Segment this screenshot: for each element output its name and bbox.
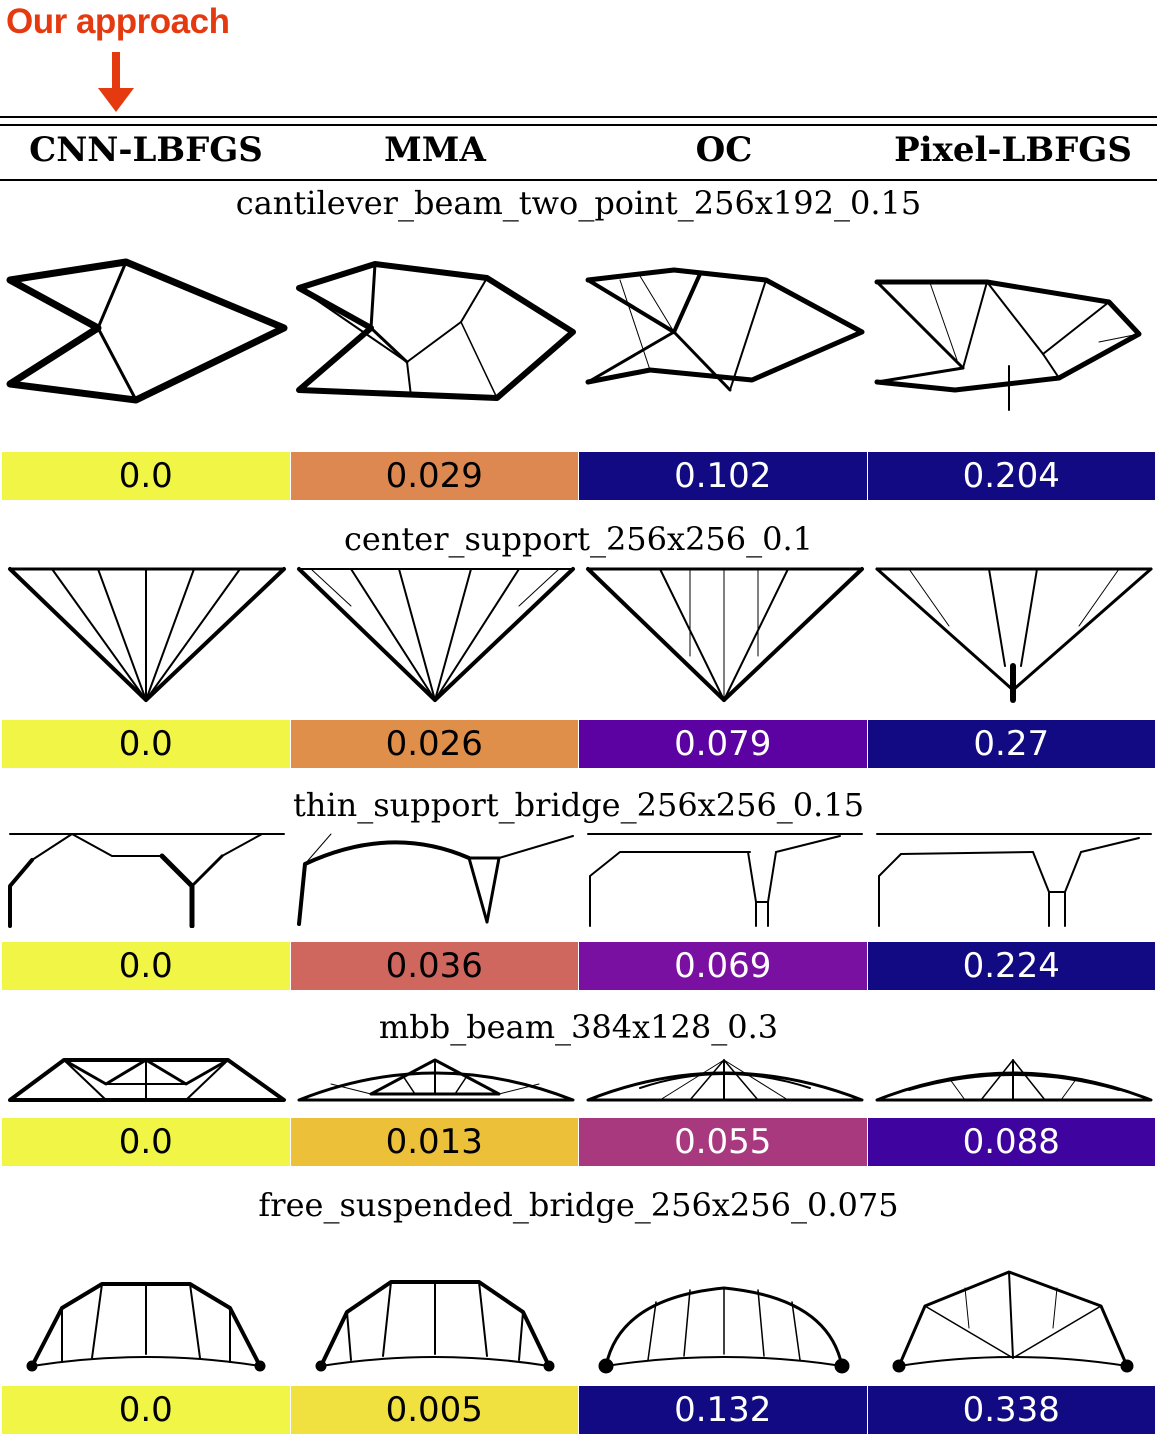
score-cell-oc: 0.069 [579, 942, 867, 990]
score-cell-cnn-lbfgs: 0.0 [2, 720, 290, 768]
structure-cnn-lbfgs [6, 258, 288, 404]
structure-oc [587, 833, 863, 927]
case-title: free_suspended_bridge_256x256_0.075 [258, 1186, 899, 1224]
column-header-pixel-lbfgs: Pixel-LBFGS [894, 130, 1132, 170]
structure-pixel-lbfgs [876, 833, 1152, 927]
cantilever-structures [6, 258, 1142, 411]
score-cell-cnn-lbfgs: 0.0 [2, 452, 290, 500]
score-row: 0.0 0.026 0.079 0.27 [2, 720, 1155, 768]
score-row: 0.0 0.029 0.102 0.204 [2, 452, 1155, 500]
top-rule-second [0, 124, 1157, 126]
case-title: mbb_beam_384x128_0.3 [378, 1008, 779, 1046]
case-title: center_support_256x256_0.1 [343, 520, 814, 558]
structure-pixel-lbfgs [892, 1270, 1134, 1373]
score-cell-pixel-lbfgs: 0.204 [867, 452, 1155, 500]
score-cell-cnn-lbfgs: 0.0 [2, 1118, 290, 1166]
thin-support-bridge-structures [8, 833, 1152, 928]
column-header-cnn-lbfgs: CNN-LBFGS [29, 130, 263, 170]
score-cell-mma: 0.036 [290, 942, 578, 990]
structure-mma [297, 833, 574, 926]
header-rule [0, 179, 1157, 181]
structure-pixel-lbfgs [874, 279, 1142, 411]
structure-cnn-lbfgs [8, 567, 286, 702]
score-cell-pixel-lbfgs: 0.27 [867, 720, 1155, 768]
structure-mma [297, 567, 575, 702]
score-cell-pixel-lbfgs: 0.338 [867, 1386, 1155, 1434]
structure-mma [297, 1058, 575, 1102]
score-cell-mma: 0.026 [290, 720, 578, 768]
column-header-mma: MMA [384, 130, 486, 170]
score-row: 0.0 0.036 0.069 0.224 [2, 942, 1155, 990]
column-header-oc: OC [695, 130, 753, 170]
score-cell-cnn-lbfgs: 0.0 [2, 942, 290, 990]
case-title: cantilever_beam_two_point_256x192_0.15 [235, 184, 922, 222]
structure-cnn-lbfgs [8, 1058, 286, 1102]
score-cell-pixel-lbfgs: 0.088 [867, 1118, 1155, 1166]
score-cell-pixel-lbfgs: 0.224 [867, 942, 1155, 990]
score-cell-oc: 0.079 [579, 720, 867, 768]
our-approach-label: Our approach [6, 2, 230, 41]
structure-mma [296, 261, 576, 401]
structure-mma [315, 1280, 555, 1372]
score-row: 0.0 0.013 0.055 0.088 [2, 1118, 1155, 1166]
score-cell-oc: 0.132 [579, 1386, 867, 1434]
structure-oc [585, 267, 865, 392]
free-suspended-bridge-structures [26, 1270, 1134, 1374]
structure-pixel-lbfgs [875, 1059, 1153, 1102]
score-cell-mma: 0.029 [290, 452, 578, 500]
score-cell-oc: 0.102 [579, 452, 867, 500]
score-cell-oc: 0.055 [579, 1118, 867, 1166]
score-cell-mma: 0.013 [290, 1118, 578, 1166]
structure-oc [598, 1286, 850, 1374]
arrow-down-icon [98, 52, 134, 112]
score-cell-mma: 0.005 [290, 1386, 578, 1434]
structure-cnn-lbfgs [26, 1282, 266, 1372]
case-title: thin_support_bridge_256x256_0.15 [292, 786, 865, 824]
structure-oc [586, 1059, 864, 1102]
score-cell-cnn-lbfgs: 0.0 [2, 1386, 290, 1434]
structure-cnn-lbfgs [8, 833, 285, 928]
mbb-beam-structures [8, 1058, 1153, 1102]
score-row: 0.0 0.005 0.132 0.338 [2, 1386, 1155, 1434]
center-support-structures [8, 567, 1153, 703]
structure-pixel-lbfgs [875, 567, 1153, 703]
top-rule [0, 116, 1157, 118]
structure-oc [586, 567, 864, 702]
